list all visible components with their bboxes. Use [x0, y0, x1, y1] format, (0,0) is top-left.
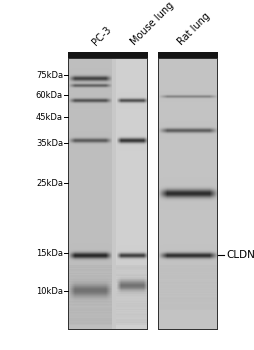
Text: Mouse lung: Mouse lung — [129, 0, 176, 47]
Text: 45kDa: 45kDa — [36, 112, 63, 121]
Text: PC-3: PC-3 — [91, 25, 114, 47]
Text: 15kDa: 15kDa — [36, 248, 63, 258]
Text: CLDN7: CLDN7 — [226, 250, 254, 260]
Text: Rat lung: Rat lung — [176, 11, 212, 47]
Text: 35kDa: 35kDa — [36, 139, 63, 147]
Text: 60kDa: 60kDa — [36, 91, 63, 99]
Text: 10kDa: 10kDa — [36, 287, 63, 295]
Text: 75kDa: 75kDa — [36, 70, 63, 79]
Text: 25kDa: 25kDa — [36, 178, 63, 188]
